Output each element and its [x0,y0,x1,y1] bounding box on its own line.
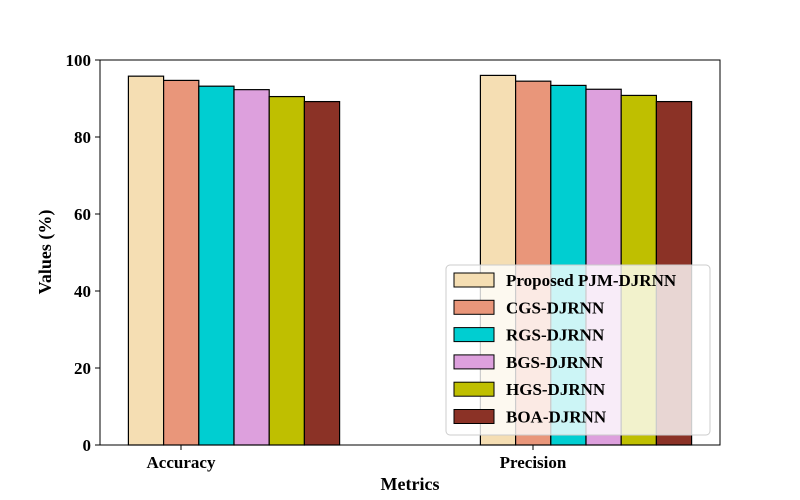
y-axis: 0 20 40 60 80 100 [66,51,100,455]
bar-accuracy-boa-djrnn [303,100,341,446]
y-tick-label: 100 [66,51,92,70]
y-tick-label: 0 [83,436,92,455]
legend-swatch [453,409,495,424]
bar-accuracy-cgs-djrnn [163,79,200,446]
x-tick-label: Precision [500,453,567,472]
y-tick-label: 40 [74,282,91,301]
y-tick-label: 60 [74,205,91,224]
bar-accuracy-proposed-pjm-djrnn [127,75,165,446]
legend-swatch [453,327,495,343]
legend-label: RGS-DJRNN [506,326,605,345]
bar-accuracy-rgs-djrnn [198,85,235,446]
legend-label: HGS-DJRNN [506,380,606,399]
legend: Proposed PJM-DJRNN CGS-DJRNN RGS-DJRNN BGS-… [445,264,711,436]
legend-swatch [453,272,495,288]
legend-label: Proposed PJM-DJRNN [506,271,677,290]
y-tick-label: 80 [74,128,91,147]
legend-swatch [453,354,495,370]
x-axis: Accuracy Precision [147,445,567,472]
x-tick-label: Accuracy [147,453,216,472]
legend-label: CGS-DJRNN [506,298,605,317]
bar-accuracy-hgs-djrnn [268,95,306,446]
legend-label: BOA-DJRNN [506,408,607,427]
x-axis-title: Metrics [381,474,440,494]
legend-swatch [453,381,495,397]
bar-accuracy-bgs-djrnn [233,89,270,446]
plot-frame [99,59,721,446]
legend-box [445,264,711,436]
y-tick-label: 20 [74,359,91,378]
legend-label: BGS-DJRNN [506,353,604,372]
y-axis-title: Values (%) [35,210,56,295]
legend-swatch [453,299,495,315]
